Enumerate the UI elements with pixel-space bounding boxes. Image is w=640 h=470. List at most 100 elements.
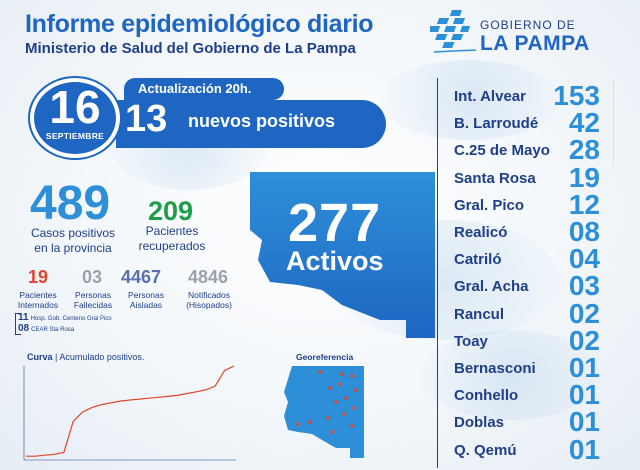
hospitalized-label-line1: Pacientes [19,290,57,300]
locality-count: 03 [568,270,600,302]
hospital-1-place: Hosp. Gob. Centeno Gral Pico [30,316,112,322]
recovered-label-line1: Pacientes [145,224,199,238]
locality-count: 01 [568,406,600,438]
hospital-2-count: 08 [18,323,30,334]
cases-label: Casos positivos en la provincia [18,226,128,256]
locality-count: 08 [568,216,600,247]
locality-row: C.25 de Mayo 28 [450,136,600,164]
logo-line1: GOBIERNO DE [480,18,576,32]
hospital-row-1: 11 Hosp. Gob. Centeno Gral Pico [18,312,112,323]
date-badge: 16 SEPTIEMBRE [30,78,120,158]
locality-count: 01 [568,379,600,411]
cumulative-curve-chart [23,365,236,461]
locality-row: Gral. Pico 12 [450,188,600,220]
curve-line [26,365,235,457]
hospital-2-place: CEAR Sta Rosa [31,327,75,333]
locality-row: Int. Alvear 153 [450,82,600,110]
new-positives-value: 13 [125,98,168,140]
locality-name: Toay [454,332,488,350]
locality-name: B. Larroudé [454,115,539,133]
logo-cubes-icon [430,10,476,53]
locality-name: Rancul [454,305,505,323]
isolated-label-line2: Aisladas [129,300,163,310]
svg-text:······························: ········································… [610,80,616,167]
locality-row: Doblas 01 [450,408,600,436]
isolated-label-line1: Personas [128,290,164,300]
georeference-points [296,370,358,434]
locality-row: Bernasconi 01 [450,354,600,382]
date-day: 16 [49,81,101,133]
locality-row: Realicó 08 [450,218,600,246]
locality-count: 12 [568,188,600,220]
locality-name: Santa Rosa [454,169,536,187]
locality-row: Catriló 04 [450,245,600,273]
locality-name: Conhello [454,387,519,405]
locality-name: Doblas [454,414,505,432]
update-label: Actualización 20h. [138,81,252,96]
locality-row: Toay 02 [450,324,600,356]
cases-label-line2: en la provincia [34,241,112,255]
credit-strip: ········································… [610,80,616,167]
logo-line2: LA PAMPA [480,32,590,55]
update-pill [124,78,284,100]
page-title: Informe epidemiológico diario [25,10,374,38]
locality-count: 42 [568,107,600,139]
locality-name: Gral. Pico [454,196,525,214]
isolated-label: Personas Aisladas [122,290,170,310]
hospital-row-2: 08 CEAR Sta Rosa [18,323,74,334]
recovered-value: 209 [148,196,194,226]
locality-name: C.25 de Mayo [454,142,550,160]
georeference-shape [284,366,364,458]
locality-name: Bernasconi [454,360,536,377]
recovered-label: Pacientes recuperados [130,224,214,254]
list-divider [437,78,438,468]
locality-row: Q. Qemú 01 [450,433,600,465]
date-banner: Actualización 20h. 13 nuevos positivos 1… [30,78,386,158]
locality-count: 153 [553,80,600,111]
locality-row: B. Larroudé 42 [450,109,600,137]
curve-title: Curva | Acumulado positivos. [27,352,144,362]
positives-pill [116,100,386,148]
locality-count: 01 [568,433,600,465]
locality-count: 02 [568,297,600,329]
active-label: Activos [286,246,384,276]
locality-name: Realicó [454,224,508,241]
cases-value: 489 [30,177,111,230]
locality-count: 28 [568,134,600,166]
curve-title-rest: | Acumulado positivos. [52,352,145,362]
locality-row: Gral. Acha 03 [450,272,600,300]
deceased-label: Personas Fallecidas [70,290,116,310]
recovered-label-line2: recuperados [138,239,206,253]
locality-count: 01 [568,352,600,383]
notified-label: Notificados (Hisopados) [180,290,238,310]
hospital-bracket [15,313,21,335]
deceased-label-line1: Personas [75,290,111,300]
hospital-1-count: 11 [18,312,29,323]
new-positives-label: nuevos positivos [188,111,336,131]
hospitalized-value: 19 [28,267,49,287]
cases-label-line1: Casos positivos [30,226,116,240]
locality-name: Gral. Acha [454,278,529,296]
locality-name: Q. Qemú [454,441,517,459]
active-value: 277 [288,193,382,253]
hospitalized-label: Pacientes Internados [15,290,61,310]
curve-title-bold: Curva [27,352,53,362]
page-subtitle: Ministerio de Salud del Gobierno de La P… [25,40,356,57]
locality-count: 02 [568,324,600,356]
locality-row: Conhello 01 [450,381,600,409]
la-pampa-map [250,172,435,338]
deceased-label-line2: Fallecidas [73,300,113,310]
locality-row: Santa Rosa 19 [450,161,600,193]
georeference-map [284,366,364,458]
notified-label-line2: (Hisopados) [186,300,232,310]
locality-name: Int. Alvear [454,88,526,105]
hospitalized-label-line2: Internados [17,300,59,310]
date-month: SEPTIEMBRE [45,131,105,141]
government-logo: GOBIERNO DE LA PAMPA [430,8,610,64]
locality-row: Rancul 02 [450,297,600,329]
notified-value: 4846 [188,267,229,287]
locality-count: 19 [568,161,600,193]
deceased-value: 03 [82,267,103,287]
isolated-value: 4467 [121,267,162,287]
notified-label-line1: Notificados [187,290,231,300]
